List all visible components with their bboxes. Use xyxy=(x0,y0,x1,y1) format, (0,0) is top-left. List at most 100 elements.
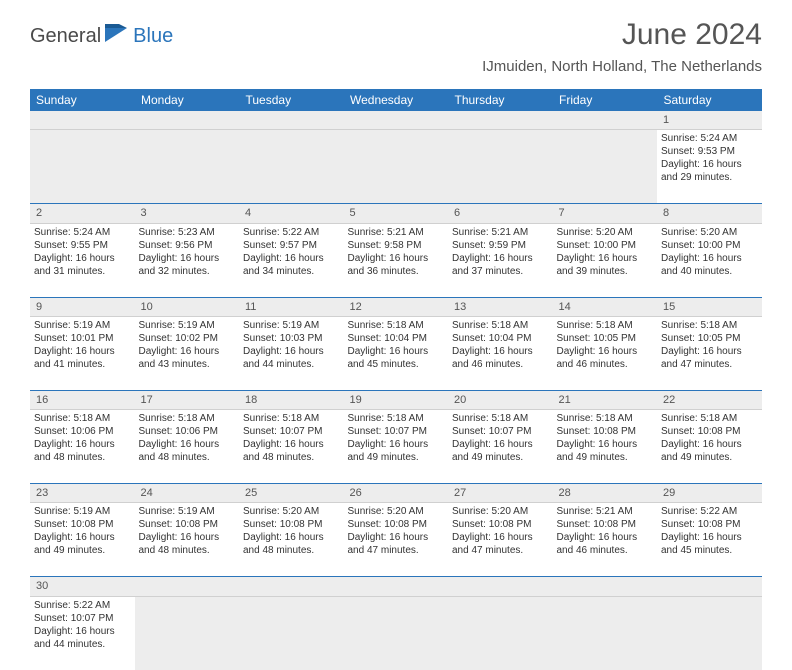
day-cell xyxy=(239,596,344,670)
day-cell: Sunrise: 5:18 AMSunset: 10:04 PMDaylight… xyxy=(448,316,553,390)
day-number: 28 xyxy=(553,484,658,503)
day-cell: Sunrise: 5:19 AMSunset: 10:03 PMDaylight… xyxy=(239,316,344,390)
day-header: Saturday xyxy=(657,89,762,111)
day-header: Wednesday xyxy=(344,89,449,111)
day-header: Tuesday xyxy=(239,89,344,111)
day-cell: Sunrise: 5:18 AMSunset: 10:04 PMDaylight… xyxy=(344,316,449,390)
day-cell-content: Sunrise: 5:18 AMSunset: 10:08 PMDaylight… xyxy=(557,412,654,464)
day-number xyxy=(448,111,553,130)
day-cell xyxy=(344,130,449,204)
day-number: 1 xyxy=(657,111,762,130)
day-cell: Sunrise: 5:22 AMSunset: 10:08 PMDaylight… xyxy=(657,503,762,577)
day-cell-content: Sunrise: 5:19 AMSunset: 10:03 PMDaylight… xyxy=(243,319,340,371)
day-cell xyxy=(239,130,344,204)
day-cell-content: Sunrise: 5:22 AMSunset: 10:08 PMDaylight… xyxy=(661,505,758,557)
day-cell: Sunrise: 5:18 AMSunset: 10:07 PMDaylight… xyxy=(239,410,344,484)
day-cell-content: Sunrise: 5:21 AMSunset: 9:58 PMDaylight:… xyxy=(348,226,445,278)
day-cell-content: Sunrise: 5:18 AMSunset: 10:04 PMDaylight… xyxy=(452,319,549,371)
day-cell: Sunrise: 5:18 AMSunset: 10:05 PMDaylight… xyxy=(657,316,762,390)
day-cell-content: Sunrise: 5:20 AMSunset: 10:08 PMDaylight… xyxy=(348,505,445,557)
day-number xyxy=(239,577,344,596)
day-cell: Sunrise: 5:19 AMSunset: 10:01 PMDaylight… xyxy=(30,316,135,390)
day-number: 3 xyxy=(135,204,240,223)
day-number: 7 xyxy=(553,204,658,223)
day-cell-content: Sunrise: 5:22 AMSunset: 10:07 PMDaylight… xyxy=(34,599,131,651)
day-cell: Sunrise: 5:20 AMSunset: 10:08 PMDaylight… xyxy=(448,503,553,577)
day-number xyxy=(553,111,658,130)
day-cell: Sunrise: 5:21 AMSunset: 9:58 PMDaylight:… xyxy=(344,223,449,297)
day-number: 27 xyxy=(448,484,553,503)
day-cell-content: Sunrise: 5:19 AMSunset: 10:01 PMDaylight… xyxy=(34,319,131,371)
day-number: 13 xyxy=(448,297,553,316)
week-row: Sunrise: 5:19 AMSunset: 10:08 PMDaylight… xyxy=(30,503,762,577)
day-cell xyxy=(553,130,658,204)
day-cell-content: Sunrise: 5:23 AMSunset: 9:56 PMDaylight:… xyxy=(139,226,236,278)
day-number xyxy=(135,111,240,130)
day-header: Sunday xyxy=(30,89,135,111)
day-cell-content: Sunrise: 5:18 AMSunset: 10:05 PMDaylight… xyxy=(661,319,758,371)
header: General Blue June 2024 IJmuiden, North H… xyxy=(0,0,792,79)
day-number: 2 xyxy=(30,204,135,223)
day-number: 9 xyxy=(30,297,135,316)
day-number: 10 xyxy=(135,297,240,316)
day-cell-content: Sunrise: 5:21 AMSunset: 9:59 PMDaylight:… xyxy=(452,226,549,278)
month-title: June 2024 xyxy=(482,18,762,52)
day-number: 16 xyxy=(30,390,135,409)
day-cell: Sunrise: 5:18 AMSunset: 10:08 PMDaylight… xyxy=(553,410,658,484)
day-cell: Sunrise: 5:18 AMSunset: 10:07 PMDaylight… xyxy=(448,410,553,484)
day-number: 19 xyxy=(344,390,449,409)
day-cell: Sunrise: 5:19 AMSunset: 10:02 PMDaylight… xyxy=(135,316,240,390)
day-number: 11 xyxy=(239,297,344,316)
location-text: IJmuiden, North Holland, The Netherlands xyxy=(482,58,762,75)
day-cell: Sunrise: 5:18 AMSunset: 10:06 PMDaylight… xyxy=(135,410,240,484)
day-number: 17 xyxy=(135,390,240,409)
day-cell-content: Sunrise: 5:20 AMSunset: 10:00 PMDaylight… xyxy=(661,226,758,278)
day-number: 15 xyxy=(657,297,762,316)
day-cell-content: Sunrise: 5:20 AMSunset: 10:00 PMDaylight… xyxy=(557,226,654,278)
flag-icon xyxy=(105,24,131,49)
brand-text-2: Blue xyxy=(133,25,173,48)
day-number xyxy=(344,111,449,130)
calendar-table: SundayMondayTuesdayWednesdayThursdayFrid… xyxy=(30,89,762,670)
day-cell: Sunrise: 5:24 AMSunset: 9:55 PMDaylight:… xyxy=(30,223,135,297)
day-number: 21 xyxy=(553,390,658,409)
day-number: 8 xyxy=(657,204,762,223)
daynum-row: 9101112131415 xyxy=(30,297,762,316)
day-cell xyxy=(30,130,135,204)
week-row: Sunrise: 5:24 AMSunset: 9:55 PMDaylight:… xyxy=(30,223,762,297)
day-number: 5 xyxy=(344,204,449,223)
day-cell: Sunrise: 5:18 AMSunset: 10:07 PMDaylight… xyxy=(344,410,449,484)
day-number: 26 xyxy=(344,484,449,503)
day-cell: Sunrise: 5:22 AMSunset: 9:57 PMDaylight:… xyxy=(239,223,344,297)
day-cell-content: Sunrise: 5:19 AMSunset: 10:02 PMDaylight… xyxy=(139,319,236,371)
day-cell xyxy=(553,596,658,670)
day-number: 24 xyxy=(135,484,240,503)
daynum-row: 2345678 xyxy=(30,204,762,223)
day-cell-content: Sunrise: 5:22 AMSunset: 9:57 PMDaylight:… xyxy=(243,226,340,278)
day-cell-content: Sunrise: 5:18 AMSunset: 10:06 PMDaylight… xyxy=(139,412,236,464)
day-cell xyxy=(448,596,553,670)
day-cell-content: Sunrise: 5:18 AMSunset: 10:07 PMDaylight… xyxy=(348,412,445,464)
day-cell-content: Sunrise: 5:18 AMSunset: 10:04 PMDaylight… xyxy=(348,319,445,371)
day-cell-content: Sunrise: 5:20 AMSunset: 10:08 PMDaylight… xyxy=(452,505,549,557)
day-cell-content: Sunrise: 5:19 AMSunset: 10:08 PMDaylight… xyxy=(34,505,131,557)
day-cell-content: Sunrise: 5:18 AMSunset: 10:05 PMDaylight… xyxy=(557,319,654,371)
day-header: Friday xyxy=(553,89,658,111)
week-row: Sunrise: 5:24 AMSunset: 9:53 PMDaylight:… xyxy=(30,130,762,204)
day-cell xyxy=(135,596,240,670)
day-number: 20 xyxy=(448,390,553,409)
day-number: 6 xyxy=(448,204,553,223)
day-cell: Sunrise: 5:20 AMSunset: 10:00 PMDaylight… xyxy=(657,223,762,297)
day-cell xyxy=(135,130,240,204)
daynum-row: 16171819202122 xyxy=(30,390,762,409)
day-cell-content: Sunrise: 5:18 AMSunset: 10:06 PMDaylight… xyxy=(34,412,131,464)
day-cell: Sunrise: 5:24 AMSunset: 9:53 PMDaylight:… xyxy=(657,130,762,204)
day-number xyxy=(344,577,449,596)
day-header: Monday xyxy=(135,89,240,111)
day-number: 23 xyxy=(30,484,135,503)
day-cell: Sunrise: 5:23 AMSunset: 9:56 PMDaylight:… xyxy=(135,223,240,297)
day-number xyxy=(239,111,344,130)
day-number xyxy=(135,577,240,596)
day-cell-content: Sunrise: 5:20 AMSunset: 10:08 PMDaylight… xyxy=(243,505,340,557)
day-number: 18 xyxy=(239,390,344,409)
